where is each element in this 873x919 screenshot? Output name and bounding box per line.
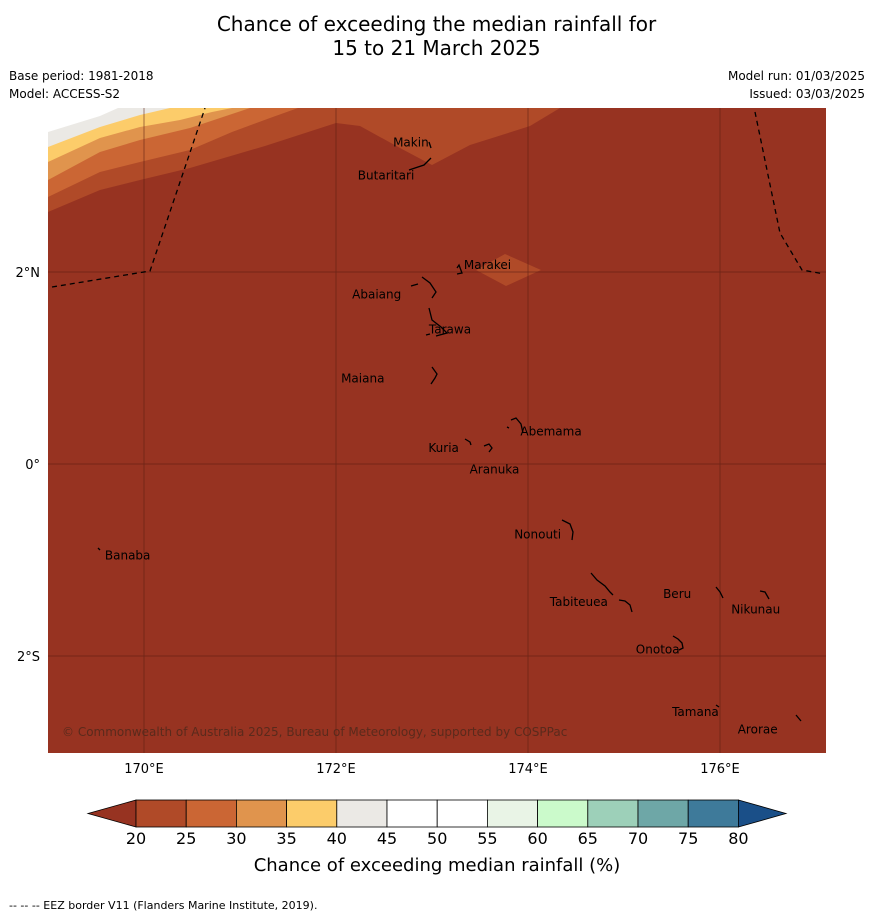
base-period-text: Base period: 1981-2018: [9, 69, 154, 83]
colorbar-bin: [587, 799, 639, 828]
place-labels: Makin Butaritari Marakei Abaiang Tarawa Maian…: [105, 136, 780, 737]
lon-tick-label: 174°E: [508, 762, 548, 777]
place-label-butaritari: Butaritari: [358, 168, 415, 182]
colorbar-bin: [235, 799, 287, 828]
place-label-makin: Makin: [393, 136, 429, 150]
colorbar-tick-label: 20: [126, 829, 146, 848]
colorbar-tick-label: 60: [527, 829, 547, 848]
island-outlines: [97, 141, 802, 722]
colorbar-tick-label: 25: [176, 829, 196, 848]
place-label-tabiteuea: Tabiteuea: [549, 595, 608, 609]
colorbar-title: Chance of exceeding median rainfall (%): [254, 855, 621, 876]
model-run-text: Model run: 01/03/2025: [727, 69, 865, 83]
colorbar-bin: [336, 799, 388, 828]
graticule: [48, 108, 826, 753]
eez-footnote: -- -- -- EEZ border V11 (Flanders Marine…: [9, 899, 318, 912]
place-label-nikunau: Nikunau: [731, 603, 780, 617]
field-patch-25-30: [476, 254, 541, 286]
field-50-55: [48, 108, 118, 132]
map-field: Makin Butaritari Marakei Abaiang Tarawa Maian…: [48, 108, 826, 753]
map-title: Chance of exceeding the median rainfall …: [0, 12, 873, 60]
colorbar-tick-label: 35: [276, 829, 296, 848]
lon-tick-label: 176°E: [700, 762, 740, 777]
place-label-onotoa: Onotoa: [636, 643, 680, 657]
map-title-line2: 15 to 21 March 2025: [332, 36, 541, 60]
colorbar-bin: [687, 799, 739, 828]
meta-right: Model run: 01/03/2025 Issued: 03/03/2025: [728, 67, 865, 103]
place-label-tarawa: Tarawa: [428, 323, 471, 337]
colorbar-tick-label: 55: [477, 829, 497, 848]
colorbar-tick-label: 75: [678, 829, 698, 848]
meta-left: Base period: 1981-2018 Model: ACCESS-S2: [9, 67, 154, 103]
colorbar-bin: [436, 799, 488, 828]
colorbar-bin: [386, 799, 438, 828]
lat-tick-label: 2°N: [16, 266, 41, 281]
colorbar-tick-label: 80: [728, 829, 748, 848]
colorbar: 20 25 30 35 40 45 50 55 60 65 70 75 80: [86, 799, 788, 848]
field-20-25: [48, 108, 826, 753]
colorbar-extend-low: [86, 799, 137, 828]
lon-tick-label: 172°E: [316, 762, 356, 777]
colorbar-tick-label: 40: [327, 829, 347, 848]
place-label-arorae: Arorae: [738, 722, 778, 736]
lon-tick-label: 170°E: [124, 762, 164, 777]
place-label-abaiang: Abaiang: [352, 287, 401, 301]
colorbar-bin: [286, 799, 338, 828]
place-label-nonouti: Nonouti: [514, 527, 561, 541]
colorbar-tick-label: 70: [628, 829, 648, 848]
place-label-maiana: Maiana: [341, 372, 384, 386]
lat-tick-label: 0°: [25, 458, 40, 473]
lat-tick-label: 2°S: [17, 650, 40, 665]
colorbar-tick-label: 65: [578, 829, 598, 848]
place-label-kuria: Kuria: [428, 441, 459, 455]
colorbar-bin: [537, 799, 589, 828]
axis-labels: 170°E 172°E 174°E 176°E 2°N 0° 2°S: [16, 266, 740, 777]
place-label-banaba: Banaba: [105, 549, 151, 563]
place-label-abemama: Abemama: [520, 425, 581, 439]
copyright-notice: © Commonwealth of Australia 2025, Bureau…: [62, 725, 567, 739]
model-text: Model: ACCESS-S2: [9, 87, 121, 101]
colorbar-tick-label: 50: [427, 829, 447, 848]
colorbar-tick-label: 45: [377, 829, 397, 848]
place-label-beru: Beru: [663, 587, 691, 601]
colorbar-bin: [185, 799, 237, 828]
eez-border: [51, 108, 825, 288]
place-label-aranuka: Aranuka: [470, 463, 520, 477]
colorbar-tick-label: 30: [226, 829, 246, 848]
place-label-marakei: Marakei: [464, 258, 511, 272]
colorbar-bin: [486, 799, 538, 828]
colorbar-extend-high: [738, 799, 788, 828]
place-label-tamana: Tamana: [671, 705, 719, 719]
issued-text: Issued: 03/03/2025: [749, 87, 865, 101]
colorbar-bin: [637, 799, 689, 828]
colorbar-bin: [135, 799, 187, 828]
map-title-line1: Chance of exceeding the median rainfall …: [216, 12, 657, 36]
